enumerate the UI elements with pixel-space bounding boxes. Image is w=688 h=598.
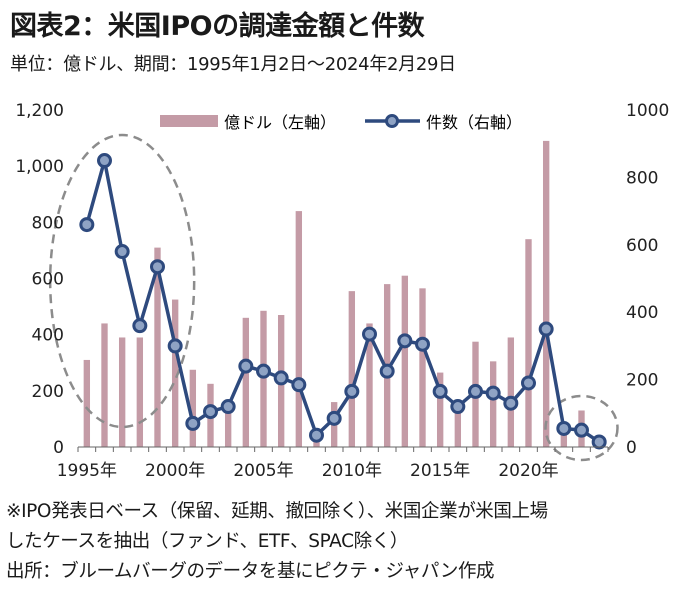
x-tick-label: 2020年 <box>498 461 558 481</box>
bar-2003 <box>224 413 232 447</box>
line-point-2011 <box>362 326 377 342</box>
bar-1998 <box>136 337 144 447</box>
bar-2016 <box>454 400 462 447</box>
bar-2007 <box>295 211 303 447</box>
bar-2021 <box>542 140 550 447</box>
right-tick-label: 200 <box>626 371 658 391</box>
line-point-2006 <box>273 370 289 386</box>
bar-2011 <box>366 323 373 447</box>
line-point-1995 <box>79 217 95 233</box>
bar-1995 <box>83 359 91 447</box>
line-point-2003 <box>220 399 236 415</box>
right-tick-label: 400 <box>626 303 658 323</box>
legend-line-marker <box>385 114 399 128</box>
bar-2001 <box>189 369 197 447</box>
right-tick-label: 800 <box>626 168 658 188</box>
note-line-1: ※IPO発表日ベース（保留、延期、撤回除く）、米国企業が米国上場 <box>6 501 548 522</box>
line-point-2016 <box>450 399 466 415</box>
legend-bar-swatch <box>160 115 218 127</box>
line-point-2012 <box>379 363 395 379</box>
right-tick-label: 1000 <box>626 101 669 121</box>
line-point-2017 <box>468 383 483 399</box>
line-point-1999 <box>150 259 165 275</box>
line-point-2015 <box>432 383 448 399</box>
line-point-2001 <box>185 415 201 431</box>
bar-2013 <box>401 275 409 447</box>
bar-2004 <box>242 317 250 447</box>
note-line-2: したケースを抽出（ファンド、ETF、SPAC除く） <box>6 531 408 552</box>
line-point-1997 <box>114 244 130 260</box>
left-tick-label: 200 <box>32 382 64 402</box>
line-point-2002 <box>203 404 218 420</box>
right-tick-label: 0 <box>626 438 637 458</box>
x-tick-label: 2005年 <box>233 461 293 481</box>
line-point-2010 <box>344 383 360 399</box>
bar-2018 <box>489 361 497 447</box>
bar-2010 <box>348 291 356 447</box>
chart-subtitle: 単位：億ドル、期間：1995年1月2日～2024年2月29日 <box>10 54 456 75</box>
bar-2005 <box>260 310 267 447</box>
left-tick-label: 1,200 <box>15 101 64 121</box>
line-point-2004 <box>238 358 254 374</box>
line-point-2013 <box>397 333 413 349</box>
x-tick-label: 2000年 <box>145 461 205 481</box>
line-point-2018 <box>485 385 501 401</box>
line-point-2023 <box>574 422 589 438</box>
line-series <box>79 153 607 450</box>
left-tick-label: 400 <box>32 326 64 346</box>
left-tick-label: 600 <box>32 270 64 290</box>
bar-1996 <box>101 323 108 447</box>
bar-2014 <box>419 288 426 447</box>
left-tick-label: 0 <box>53 438 64 458</box>
bar-2020 <box>525 239 532 447</box>
highlight-ellipse-1995-1999 <box>48 133 196 429</box>
line-point-2008 <box>309 427 324 443</box>
line-point-2021 <box>538 321 554 337</box>
highlight-ellipse-2022-2024 <box>544 394 619 462</box>
bar-1999 <box>154 247 161 447</box>
highlight-ellipses <box>48 133 619 462</box>
line-point-2020 <box>521 375 536 391</box>
bar-2015 <box>436 372 444 447</box>
line-point-2007 <box>291 377 307 393</box>
legend-line-label: 件数（右軸） <box>426 113 522 132</box>
bar-2000 <box>171 299 179 447</box>
line-point-2014 <box>415 336 430 352</box>
x-tick-label: 2010年 <box>322 461 382 481</box>
axes: 0 200 400 600 800 1,000 1,200 0 200 400 600 800 1000… <box>15 101 669 481</box>
right-tick-label: 600 <box>626 236 658 256</box>
legend: 億ドル（左軸） 件数（右軸） <box>160 113 522 132</box>
line-point-2009 <box>326 410 342 426</box>
chart-title: 図表2：米国IPOの調達金額と件数 <box>10 11 425 42</box>
line-point-1996 <box>97 153 112 169</box>
legend-bar-label: 億ドル（左軸） <box>224 113 336 132</box>
x-tick-label: 2015年 <box>410 461 470 481</box>
left-tick-label: 800 <box>32 213 64 233</box>
bar-1997 <box>118 337 126 447</box>
chart-notes: ※IPO発表日ベース（保留、延期、撤回除く）、米国企業が米国上場 したケースを抽… <box>6 497 548 587</box>
line-point-2000 <box>167 338 183 354</box>
x-tick-label: 1995年 <box>57 461 117 481</box>
line-point-1998 <box>132 318 148 334</box>
line-point-2024 <box>591 434 607 450</box>
line-point-2019 <box>503 395 519 411</box>
bar-series <box>83 140 603 447</box>
line-point-2005 <box>256 363 271 379</box>
line-point-2022 <box>556 420 572 436</box>
left-tick-label: 1,000 <box>15 157 64 177</box>
note-line-3: 出所：ブルームバーグのデータを基にピクテ・ジャパン作成 <box>6 561 495 582</box>
bar-2019 <box>507 337 515 447</box>
